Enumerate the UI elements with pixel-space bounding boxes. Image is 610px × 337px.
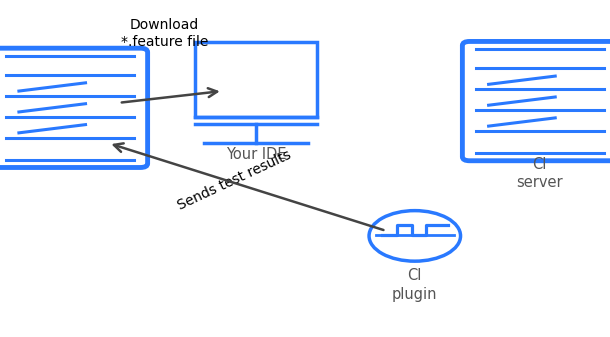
FancyBboxPatch shape — [0, 48, 148, 167]
Text: Sends test results: Sends test results — [176, 148, 294, 213]
FancyBboxPatch shape — [462, 41, 610, 161]
Text: CI
server: CI server — [517, 157, 563, 190]
Text: Your IDE: Your IDE — [226, 147, 287, 162]
Text: CI
plugin: CI plugin — [392, 268, 437, 302]
Text: Download
*.feature file: Download *.feature file — [121, 18, 209, 49]
FancyBboxPatch shape — [195, 42, 317, 117]
